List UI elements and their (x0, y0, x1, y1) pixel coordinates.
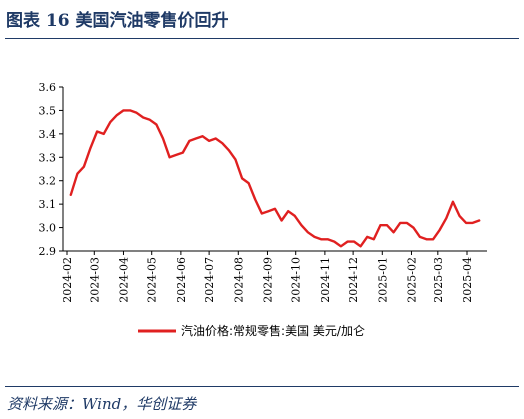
data-point (247, 182, 250, 185)
data-point (287, 210, 290, 213)
data-point (234, 158, 237, 161)
data-point (326, 238, 329, 241)
data-point (89, 147, 92, 149)
data-point (293, 215, 296, 217)
x-tick-label: 2024-10 (290, 257, 303, 303)
data-point (195, 137, 197, 140)
data-point (300, 224, 303, 227)
source-note: 资料来源：Wind，华创证券 (7, 395, 197, 413)
title-divider (5, 38, 519, 39)
legend-label: 汽油价格:常规零售:美国 美元/加仑 (181, 323, 365, 338)
x-tick-label: 2024-02 (61, 257, 74, 303)
data-point (254, 198, 257, 201)
legend: 汽油价格:常规零售:美国 美元/加仑 (138, 323, 365, 338)
x-tick-label: 2024-09 (261, 257, 274, 303)
data-point (478, 219, 481, 222)
data-point (201, 135, 204, 138)
figure-title: 图表 16 美国汽油零售价回升 (6, 11, 229, 31)
data-point (241, 177, 244, 180)
x-tick-label: 2024-06 (175, 257, 188, 303)
source-divider (5, 386, 519, 387)
x-axis: 2024-02 2024-03 2024-04 2024-05 2024-06 2024-… (61, 250, 487, 303)
x-tick-label: 2024-05 (146, 257, 159, 303)
y-tick-label: 3.2 (39, 175, 57, 188)
data-point (274, 207, 276, 210)
y-tick-label: 3.4 (39, 128, 57, 141)
data-point (142, 116, 145, 119)
y-tick-label: 3.6 (39, 81, 57, 94)
data-point (307, 231, 309, 234)
x-tick-label: 2024-11 (319, 257, 332, 303)
data-point (438, 229, 441, 231)
data-point (162, 137, 164, 140)
data-point (168, 156, 171, 159)
data-point (221, 142, 224, 145)
data-point (135, 111, 138, 114)
data-point (320, 238, 322, 241)
data-point (155, 123, 158, 126)
x-tick-label: 2025-04 (461, 257, 474, 303)
data-point (228, 149, 230, 152)
data-point (366, 236, 369, 238)
data-point (175, 154, 178, 156)
data-point (399, 222, 402, 224)
data-point (432, 238, 434, 241)
series-line (69, 109, 481, 248)
data-point (69, 193, 72, 196)
data-point (359, 245, 362, 248)
x-tick-label: 2024-12 (347, 257, 360, 303)
y-tick-label: 3.3 (39, 151, 57, 164)
x-tick-label: 2025-01 (376, 257, 389, 303)
y-tick-label: 3.5 (39, 104, 57, 117)
data-point (379, 224, 382, 227)
data-point (471, 222, 474, 224)
data-point (340, 245, 342, 248)
data-point (465, 222, 467, 224)
data-point (102, 133, 105, 135)
data-point (425, 238, 428, 241)
y-tick-label: 3.0 (39, 222, 57, 235)
data-point (76, 172, 79, 175)
data-point (346, 240, 349, 243)
data-point (392, 231, 395, 234)
data-point (181, 151, 184, 154)
x-tick-label: 2025-02 (405, 257, 418, 303)
series-layer (69, 109, 481, 248)
data-point (353, 240, 355, 243)
line-chart: 2.93.03.13.23.33.43.53.6 2024-02 2024-03 2… (39, 81, 487, 338)
y-tick-label: 2.9 (39, 245, 57, 258)
data-point (96, 130, 98, 133)
data-point (214, 137, 217, 140)
data-point (116, 114, 118, 116)
data-point (188, 140, 191, 142)
data-point (129, 109, 132, 112)
x-tick-label: 2024-08 (232, 257, 245, 303)
data-point (458, 215, 461, 217)
data-point (452, 200, 454, 203)
y-tick-label: 3.1 (39, 198, 57, 211)
x-tick-label: 2025-03 (432, 257, 445, 303)
data-point (260, 212, 263, 215)
x-tick-label: 2024-07 (203, 257, 216, 303)
data-point (267, 210, 270, 213)
y-axis: 2.9 3.0 3.1 3.2 3.3 3.4 3.5 3.6 (39, 81, 64, 258)
data-point (109, 121, 112, 123)
data-point (122, 109, 125, 112)
data-point (83, 165, 85, 168)
data-point (333, 240, 336, 243)
x-tick-label: 2024-03 (88, 257, 101, 303)
data-point (280, 219, 283, 222)
data-point (313, 236, 316, 238)
x-tick-label: 2024-04 (117, 257, 130, 303)
data-point (412, 226, 415, 229)
data-point (445, 217, 448, 220)
data-point (386, 224, 388, 227)
data-point (208, 140, 211, 142)
data-point (419, 236, 421, 238)
data-point (405, 222, 408, 224)
data-point (148, 118, 151, 121)
data-point (372, 238, 375, 241)
